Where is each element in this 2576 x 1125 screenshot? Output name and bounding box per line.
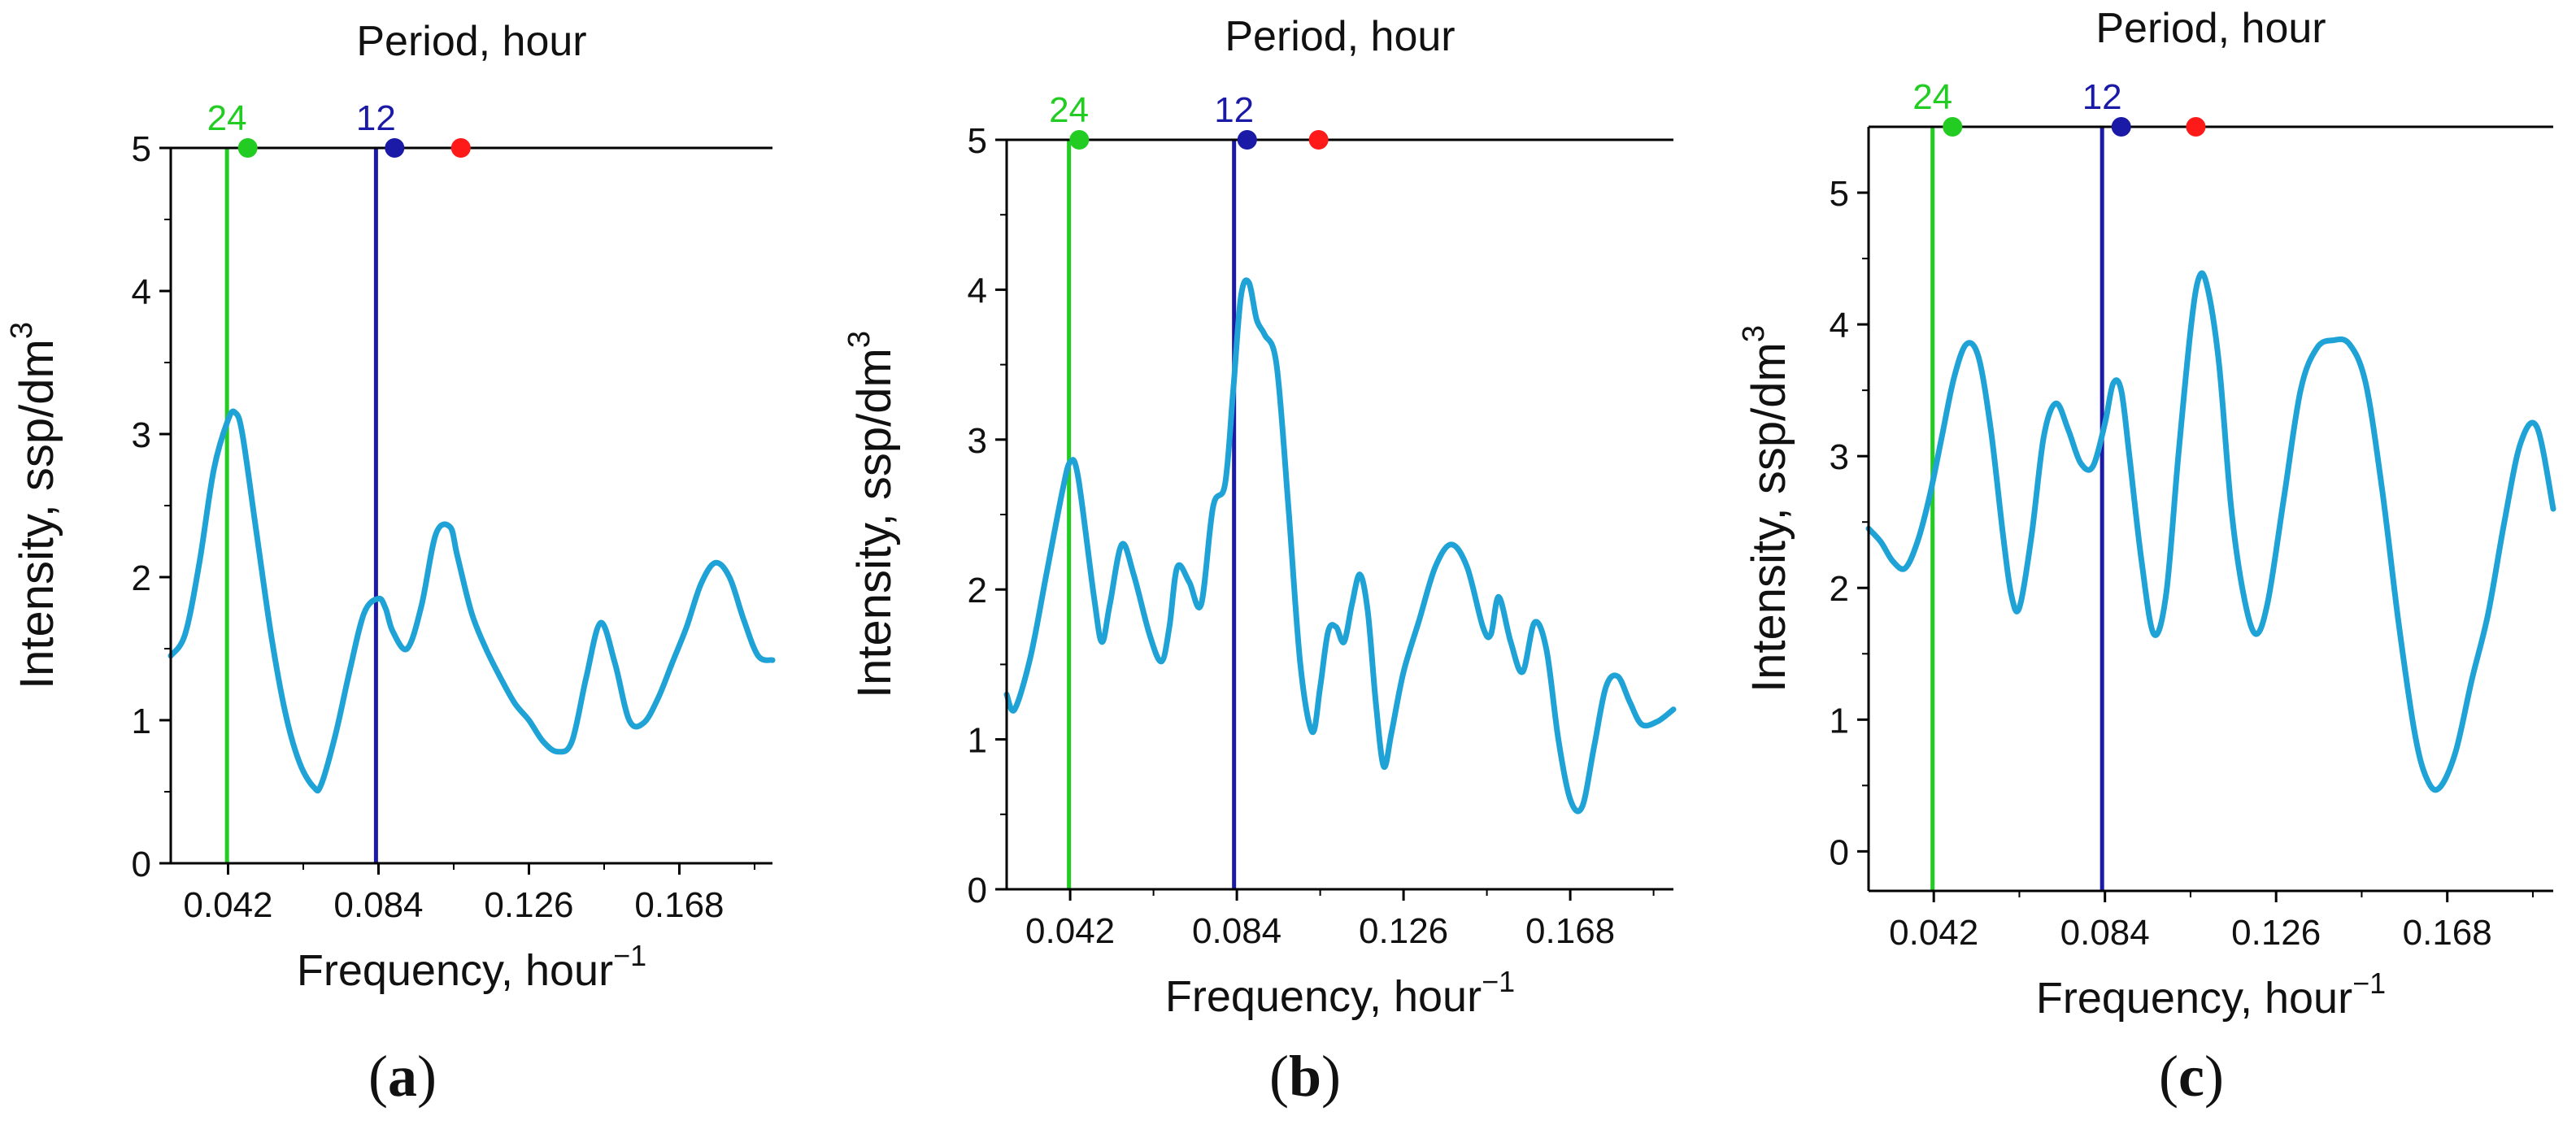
x-tick-label: 0.126 [1359,911,1448,951]
period-axis-title: Period, hour [2095,5,2326,52]
x-tick-label: 0.168 [1525,911,1615,951]
y-tick-label: 4 [132,272,151,312]
x-axis-label-text: Frequency, hour [297,946,613,995]
period-dot-blue [2111,117,2131,137]
x-axis-label-text: Frequency, hour [1165,972,1482,1021]
y-tick-label: 2 [132,558,151,598]
panel-label: (a) [368,1044,437,1109]
x-tick-label: 0.084 [1192,911,1281,951]
y-tick-label: 3 [968,421,987,461]
panel-label: (b) [1269,1044,1341,1109]
period-label: 24 [1049,90,1089,130]
series-line-spectrum [168,408,776,794]
period-label: 12 [1214,90,1254,130]
y-tick-label: 2 [1830,569,1849,609]
y-tick-label: 1 [968,721,987,761]
x-axis-label: Frequency, hour−1 [2036,966,2386,1023]
series-line-spectrum [1003,277,1677,814]
panel-label-part: ) [1321,1044,1341,1109]
x-tick-label: 0.042 [1889,913,1978,953]
y-tick-label: 5 [968,121,987,161]
y-tick-label: 5 [132,129,151,169]
period-dot-blue [385,138,405,158]
x-tick-label: 0.042 [1025,911,1115,951]
x-axis-label-superscript: −1 [613,939,646,972]
y-axis-label: Intensity, ssp/dm3 [1737,325,1795,693]
y-tick-label: 3 [132,415,151,455]
y-tick-label: 0 [1830,832,1849,872]
period-dot-blue [1237,130,1257,150]
y-tick-label: 4 [968,271,987,311]
period-dot-green [1069,130,1090,150]
panel-label-part: ( [1269,1044,1289,1109]
x-tick-label: 0.084 [2060,913,2150,953]
y-axis-label-text: Intensity, ssp/dm [1743,342,1795,693]
period-dot-red [1308,130,1329,150]
period-axis-title: Period, hour [1225,13,1455,60]
panel-label-part: ) [417,1044,437,1109]
panel-label-part: ( [368,1044,388,1109]
x-tick-label: 0.168 [634,885,724,925]
period-dot-green [237,138,258,158]
period-label: 12 [356,98,396,138]
y-axis-label-superscript: 3 [842,331,877,348]
x-tick-label: 0.126 [484,885,573,925]
y-tick-label: 0 [968,871,987,910]
series-line-spectrum [1865,270,2556,793]
y-axis-label: Intensity, ssp/dm3 [842,331,901,698]
x-axis-label-superscript: −1 [1482,965,1515,998]
x-tick-label: 0.168 [2403,913,2492,953]
y-tick-label: 1 [132,701,151,741]
period-axis-title: Period, hour [356,18,586,65]
x-axis-label: Frequency, hour−1 [297,939,646,995]
y-axis-label-superscript: 3 [1737,325,1771,342]
x-tick-label: 0.126 [2231,913,2321,953]
x-axis-label-text: Frequency, hour [2036,974,2352,1023]
panel-label-part: c [2178,1044,2204,1109]
y-axis-label: Intensity, ssp/dm3 [5,322,63,689]
panel-label-part: ( [2159,1044,2178,1109]
x-axis-label: Frequency, hour−1 [1165,965,1515,1021]
period-dot-red [2186,117,2206,137]
y-tick-label: 4 [1830,306,1849,345]
y-tick-label: 1 [1830,701,1849,741]
x-tick-label: 0.042 [183,885,272,925]
panel-label-part: ) [2204,1044,2224,1109]
period-label: 12 [2082,77,2122,117]
y-tick-label: 3 [1830,437,1849,477]
panel-label-part: a [388,1044,417,1109]
y-axis-label-text: Intensity, ssp/dm [11,339,63,689]
panel-label-part: b [1289,1044,1321,1109]
x-axis-label-superscript: −1 [2352,966,2386,1000]
panel-label: (c) [2159,1044,2224,1109]
y-axis-label-superscript: 3 [5,322,39,339]
x-tick-label: 0.084 [333,885,423,925]
period-label: 24 [207,98,247,138]
period-label: 24 [1912,77,1952,117]
y-tick-label: 5 [1830,174,1849,214]
y-axis-label-text: Intensity, ssp/dm [848,348,901,698]
period-dot-red [450,138,471,158]
y-tick-label: 2 [968,571,987,610]
period-dot-green [1943,117,1963,137]
y-tick-label: 0 [132,845,151,884]
